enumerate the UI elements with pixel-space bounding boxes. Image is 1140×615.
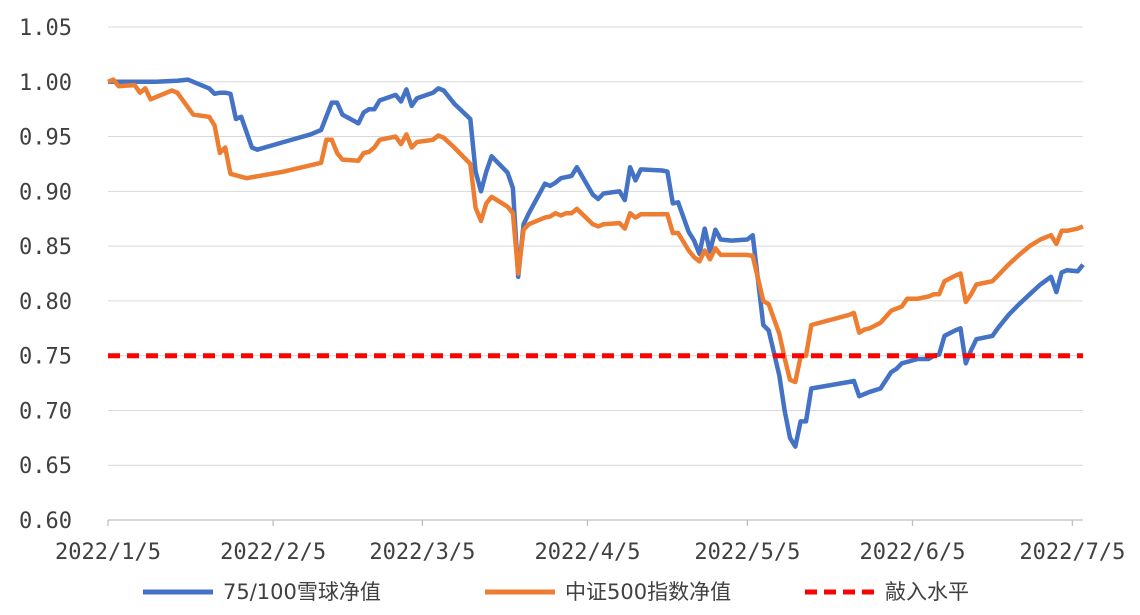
series-line-0 bbox=[108, 77, 1085, 449]
series-line-1 bbox=[107, 77, 1084, 385]
x-axis-ticks bbox=[107, 520, 1073, 526]
legend-label-1: 中证500指数净值 bbox=[565, 580, 731, 604]
y-tick-label: 0.90 bbox=[19, 180, 72, 205]
y-tick-label: 1.05 bbox=[19, 16, 72, 41]
x-tick-label: 2022/3/5 bbox=[369, 540, 475, 565]
x-tick-label: 2022/7/5 bbox=[1019, 540, 1125, 565]
legend: 75/100雪球净值 中证500指数净值 敲入水平 bbox=[143, 580, 969, 604]
series-lines bbox=[107, 77, 1085, 449]
x-tick-label: 2022/4/5 bbox=[535, 540, 641, 565]
y-axis-tick-labels: 0.60 0.65 0.70 0.75 0.80 0.85 0.90 0.95 1.00 1.05 bbox=[19, 16, 72, 534]
y-tick-label: 0.80 bbox=[19, 290, 72, 315]
legend-label-2: 敲入水平 bbox=[885, 580, 969, 604]
y-tick-label: 0.65 bbox=[19, 454, 72, 479]
x-axis-tick-labels: 2022/1/5 2022/2/5 2022/3/5 2022/4/5 2022/5/5… bbox=[55, 540, 1125, 565]
y-tick-label: 0.70 bbox=[19, 399, 72, 424]
gridlines bbox=[108, 26, 1083, 466]
legend-label-0: 75/100雪球净值 bbox=[223, 580, 381, 604]
x-tick-label: 2022/6/5 bbox=[860, 540, 966, 565]
x-tick-label: 2022/1/5 bbox=[55, 540, 161, 565]
y-tick-label: 0.95 bbox=[19, 126, 72, 151]
x-tick-label: 2022/2/5 bbox=[220, 540, 326, 565]
y-tick-label: 0.75 bbox=[19, 345, 72, 370]
y-tick-label: 0.60 bbox=[19, 509, 72, 534]
y-tick-label: 1.00 bbox=[19, 71, 72, 96]
y-tick-label: 0.85 bbox=[19, 235, 72, 260]
x-tick-label: 2022/5/5 bbox=[694, 540, 800, 565]
